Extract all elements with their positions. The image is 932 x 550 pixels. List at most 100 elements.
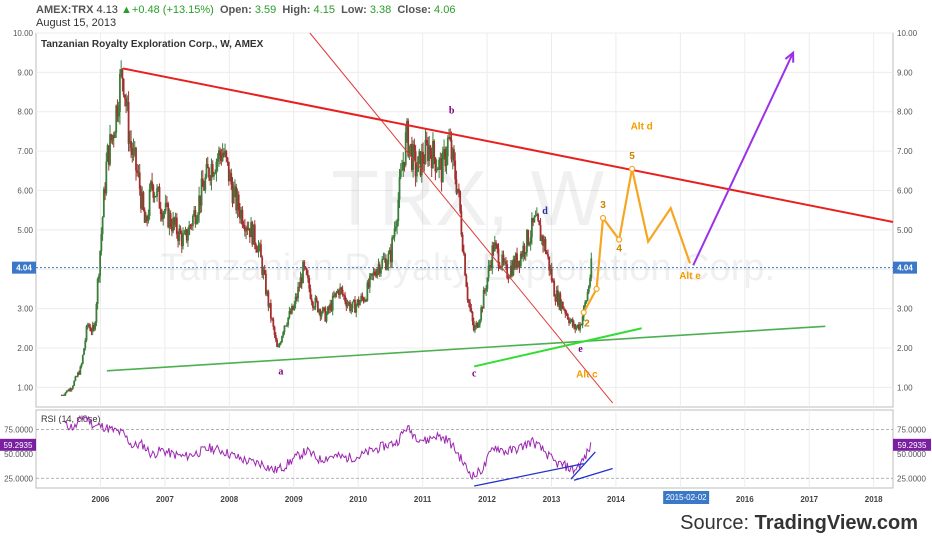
- candle-body: [519, 253, 522, 267]
- candle-body: [383, 258, 386, 260]
- header: AMEX:TRX 4.13 ▲+0.48 (+13.15%) Open: 3.5…: [0, 0, 932, 32]
- candle-body: [230, 172, 233, 185]
- candle-body: [469, 302, 471, 309]
- candle-body: [148, 188, 151, 217]
- candle-body: [580, 324, 583, 326]
- candle-body: [365, 299, 368, 301]
- candle-body: [373, 271, 376, 275]
- candle-body: [255, 244, 257, 250]
- rsi-trendline-2: [573, 467, 613, 481]
- candle-body: [349, 302, 351, 311]
- rsi-line: [64, 415, 592, 481]
- wave-point: [580, 309, 587, 316]
- candle-body: [352, 299, 355, 302]
- candle-body: [315, 297, 318, 302]
- candle-body: [526, 230, 528, 253]
- candle-body: [387, 253, 390, 265]
- candle-body: [279, 342, 282, 345]
- candle-body: [287, 317, 290, 325]
- candle-body: [382, 258, 385, 260]
- candle-body: [502, 254, 505, 263]
- candle-body: [460, 211, 463, 235]
- candle-body: [141, 192, 144, 209]
- y-tick-label-left: 10.00: [13, 29, 34, 38]
- candle-body: [175, 217, 178, 235]
- candle-body: [203, 186, 205, 191]
- candle-body: [237, 194, 240, 210]
- candle-body: [549, 268, 552, 271]
- date-cursor-label: 2015-02-02: [666, 493, 707, 502]
- candle-body: [427, 143, 429, 161]
- y-tick-label-right: 8.00: [897, 108, 913, 117]
- candle-body: [488, 264, 491, 266]
- candle-body: [74, 376, 77, 381]
- candle-body: [213, 173, 215, 177]
- candle-body: [97, 275, 100, 279]
- open-label: Open:: [219, 4, 252, 16]
- y-tick-label-left: 2.00: [17, 344, 33, 353]
- candle-body: [297, 286, 299, 299]
- candle-body: [492, 245, 495, 252]
- candle-body: [477, 324, 480, 328]
- candle-body: [470, 308, 473, 312]
- candle-body: [456, 188, 459, 193]
- wave-point: [628, 165, 636, 172]
- candle-body: [231, 184, 234, 204]
- candle-body: [164, 202, 167, 212]
- candle-body: [472, 321, 475, 331]
- y-tick-label-left: 6.00: [17, 186, 33, 195]
- wave-label: Alt c: [576, 369, 598, 380]
- candle-body: [540, 235, 543, 242]
- candle-body: [169, 213, 172, 227]
- candle-body: [248, 228, 251, 238]
- candle-body: [229, 172, 231, 182]
- candle-body: [355, 304, 358, 313]
- date-cursor-tag: [663, 491, 710, 504]
- candle-body: [170, 226, 173, 232]
- candle-body: [236, 194, 239, 211]
- candle-body: [83, 348, 85, 355]
- candle-body: [422, 151, 424, 164]
- candle-body: [206, 163, 209, 169]
- candle-body: [496, 244, 499, 249]
- candle-body: [283, 325, 286, 332]
- candle-body: [120, 69, 123, 74]
- candle-body: [286, 324, 288, 326]
- purple-forecast-arrow: [692, 52, 795, 266]
- candle-body: [481, 307, 484, 309]
- candle-body: [219, 150, 222, 156]
- candle-body: [182, 234, 184, 247]
- x-tick-label: 2013: [543, 495, 561, 504]
- candle-body: [101, 217, 104, 235]
- candle-body: [149, 181, 152, 189]
- candle-body: [80, 363, 83, 367]
- candle-body: [205, 163, 208, 178]
- open-value: 3.59: [254, 4, 277, 16]
- candle-body: [240, 209, 243, 219]
- candle-body: [183, 233, 186, 235]
- candle-body: [367, 282, 370, 288]
- wave-label: b: [449, 106, 455, 117]
- candle-body: [294, 296, 297, 305]
- candle-body: [260, 244, 262, 258]
- candle-body: [516, 253, 518, 268]
- candle-body: [363, 299, 366, 302]
- wave-label: d: [542, 206, 548, 217]
- y-tick-label-right: 9.00: [897, 68, 913, 77]
- candle-body: [552, 280, 554, 282]
- candle-body: [158, 186, 161, 209]
- candle-body: [179, 228, 182, 234]
- candle-body: [466, 286, 469, 301]
- candle-body: [94, 322, 97, 330]
- candle-body: [558, 293, 561, 306]
- candle-body: [221, 152, 224, 161]
- current-price-label-left: 4.04: [16, 264, 32, 273]
- candle-body: [532, 218, 535, 223]
- candle-body: [575, 326, 578, 330]
- candle-body: [106, 145, 109, 162]
- candle-body: [566, 314, 569, 320]
- candle-body: [209, 177, 212, 181]
- rsi-trendline-1: [474, 462, 584, 487]
- last-price: 4.13: [96, 4, 118, 16]
